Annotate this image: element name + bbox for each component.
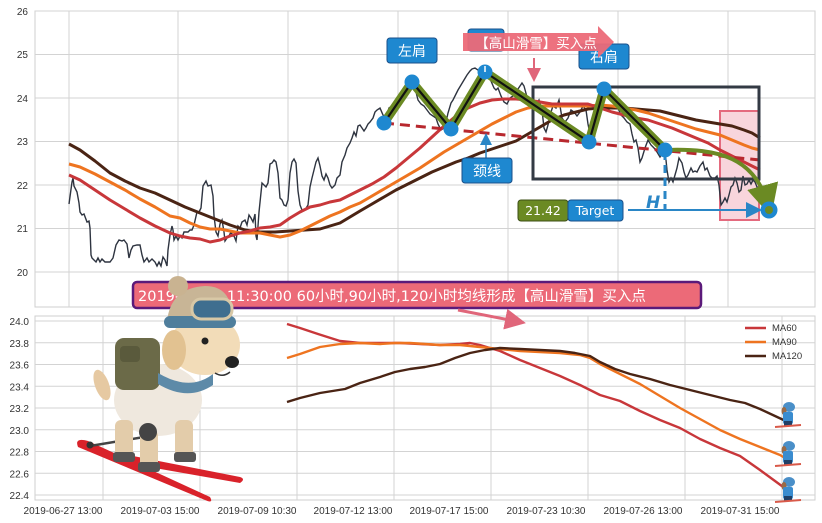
right-shoulder-point: [596, 81, 612, 97]
signal-banner: 2019-07-19 11:30:00 60小时,90小时,120小时均线形成【…: [131, 280, 703, 330]
y-tick: 23.0: [10, 426, 30, 437]
x-tick: 2019-07-03 15:00: [121, 506, 200, 517]
y-tick: 21: [17, 224, 29, 235]
legend-ma120: MA120: [772, 351, 802, 362]
skier-icon: [774, 441, 802, 467]
legend-ma90: MA90: [772, 337, 797, 348]
skier-icon: [774, 477, 802, 503]
pattern-box: [531, 85, 761, 181]
left-trough-point: [443, 121, 459, 137]
legend-ma60: MA60: [772, 323, 797, 334]
x-tick: 2019-06-27 13:00: [24, 506, 103, 517]
ma60-line: [68, 97, 761, 244]
y-tick: 23: [17, 137, 29, 148]
x-tick: 2019-07-23 10:30: [507, 506, 586, 517]
left-shoulder-start-point: [376, 115, 392, 131]
y-tick: 22: [17, 181, 29, 192]
buy-signal-flag: 【高山滑雪】买入点: [463, 26, 614, 82]
ma120-line-bottom: [286, 346, 791, 425]
ma90-line-bottom: [286, 341, 791, 463]
y-tick: 23.2: [10, 404, 30, 415]
x-tick: 2019-07-12 13:00: [314, 506, 393, 517]
target-value: 21.42: [525, 203, 561, 218]
ma120-line: [68, 106, 761, 234]
target-badge: 21.42 Target: [517, 199, 624, 222]
left-shoulder-label: 左肩: [398, 44, 426, 60]
x-tick: 2019-07-09 10:30: [218, 506, 297, 517]
y-tick: 23.4: [10, 382, 30, 393]
height-marker: H: [646, 193, 660, 213]
ma-y-axis: 24.0 23.8 23.6 23.4 23.2 23.0 22.8 22.6 …: [10, 317, 30, 502]
x-tick: 2019-07-26 13:00: [604, 506, 683, 517]
price-panel: 26 25 24 23 22 21 20 H: [17, 7, 816, 308]
y-tick: 22.4: [10, 491, 30, 502]
breakout-point: [657, 142, 673, 158]
y-tick: 22.8: [10, 448, 30, 459]
target-projection-curve: [664, 147, 779, 217]
y-tick: 23.6: [10, 361, 30, 372]
y-tick: 24: [17, 94, 29, 105]
banner-pointer-arrow: [457, 308, 526, 330]
buy-signal-label: 【高山滑雪】买入点: [475, 35, 597, 52]
neckline-label: 颈线: [473, 164, 501, 180]
label-neckline: 颈线: [461, 157, 513, 184]
price-y-axis: 26 25 24 23 22 21 20: [17, 7, 29, 279]
ma90-line: [68, 103, 761, 239]
pattern-points: [376, 64, 778, 219]
target-point-core: [765, 206, 773, 214]
y-tick: 25: [17, 50, 29, 61]
price-grid-horizontal: [35, 10, 815, 273]
skier-icon: [774, 402, 802, 428]
y-tick: 22.6: [10, 469, 30, 480]
y-tick: 24.0: [10, 317, 30, 328]
right-trough-point: [581, 134, 597, 150]
left-shoulder-point: [404, 74, 420, 90]
skiing-dog-mascot: [77, 276, 243, 502]
ma-x-axis: 2019-06-27 13:00 2019-07-03 15:00 2019-0…: [24, 506, 780, 517]
skier-mascot-icons: [774, 402, 802, 503]
right-shoulder-label: 右肩: [590, 50, 618, 66]
x-tick: 2019-07-31 15:00: [701, 506, 780, 517]
y-tick: 23.8: [10, 339, 30, 350]
target-label: Target: [575, 203, 615, 218]
y-tick: 20: [17, 268, 29, 279]
signal-banner-text: 2019-07-19 11:30:00 60小时,90小时,120小时均线形成【…: [138, 288, 646, 305]
label-left-shoulder: 左肩: [386, 37, 438, 64]
x-tick: 2019-07-17 15:00: [410, 506, 489, 517]
y-tick: 26: [17, 7, 29, 18]
ma-legend: MA60 MA90 MA120: [745, 323, 802, 362]
